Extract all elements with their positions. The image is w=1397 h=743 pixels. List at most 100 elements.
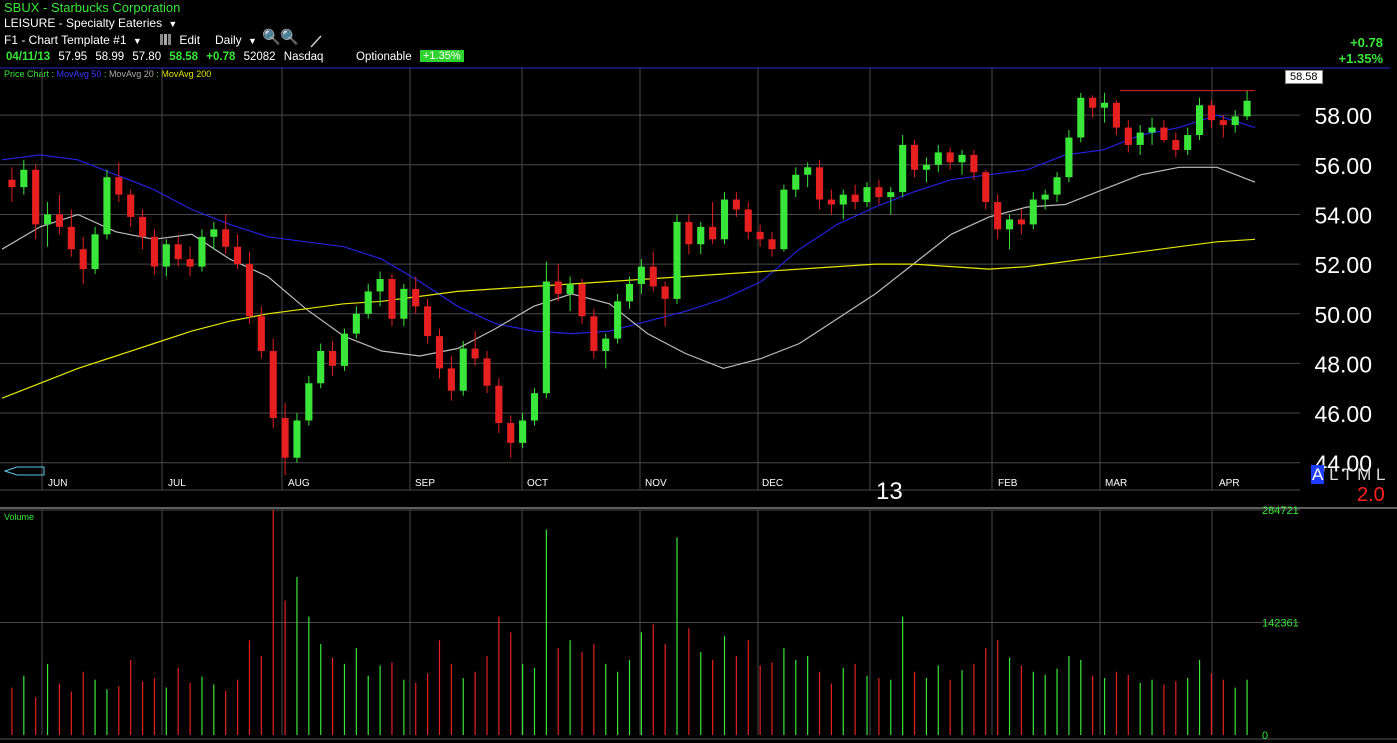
right-change: +0.78 [1350, 35, 1383, 50]
quote-date: 04/11/13 [6, 51, 51, 63]
candle-body [970, 154, 978, 173]
candle-body [483, 358, 491, 386]
template-dropdown[interactable]: F1 - Chart Template #1 ▼ [4, 33, 142, 48]
candle-body [720, 199, 729, 240]
candle-body [139, 216, 147, 237]
candle-body [222, 229, 230, 247]
candle-body [530, 393, 539, 421]
candle-body [649, 266, 657, 287]
x-tick-label: FEB [998, 478, 1018, 489]
candle-body [768, 239, 776, 250]
zoom-out-icon[interactable]: 🔍 [280, 29, 299, 46]
candle-body [1148, 127, 1156, 133]
sector-dropdown[interactable]: LEISURE - Specialty Eateries ▼ [4, 16, 177, 31]
candle-body [1053, 177, 1061, 195]
candle-body [424, 306, 432, 337]
draw-line-icon[interactable] [309, 34, 323, 48]
chevron-down-icon: ▼ [132, 36, 142, 46]
candle-body [542, 281, 550, 394]
candle-body [792, 174, 800, 190]
candle-body [519, 420, 527, 443]
candle-body [329, 350, 337, 366]
altml-a: A [1311, 465, 1325, 484]
candle-body [269, 350, 277, 419]
y-tick-label: 52.00 [1314, 252, 1372, 278]
candle-body [20, 169, 28, 188]
candle-body [1089, 97, 1097, 108]
legend-price-chart: Price Chart : [4, 69, 55, 79]
candle-body [115, 177, 123, 195]
period-dropdown[interactable]: Daily ▼ [215, 33, 257, 48]
edit-button[interactable]: Edit [160, 33, 200, 47]
quote-last: 58.58 [169, 51, 199, 63]
candle-body [1160, 127, 1168, 140]
volume-tick-label: 284721 [1262, 505, 1299, 517]
candle-body [55, 214, 64, 227]
x-tick-label: AUG [288, 478, 310, 489]
candle-body [79, 249, 87, 270]
bar-chart-icon [160, 34, 172, 45]
candle-body [744, 209, 752, 232]
candle-body [1231, 116, 1239, 126]
candle-body [1065, 137, 1073, 178]
candle-body [174, 244, 182, 260]
legend-sep-1: : [103, 69, 107, 79]
y-tick-label: 56.00 [1314, 153, 1372, 179]
candle-body [922, 164, 930, 170]
candle-body [1136, 132, 1144, 145]
candle-body [305, 383, 313, 421]
candle-body [1017, 219, 1025, 225]
altml-rest: L T M L [1329, 465, 1386, 484]
candle-body [186, 259, 194, 267]
axis-labels: 58.00 56.00 54.00 52.00 50.00 48.00 46.00 44.00… [48, 103, 1372, 742]
candle-body [1029, 199, 1037, 225]
candle-body [899, 144, 907, 193]
candle-body [1172, 139, 1180, 150]
template-label: F1 - Chart Template #1 [4, 33, 127, 47]
volume-tick-label: 142361 [1262, 617, 1299, 629]
candle-body [44, 214, 52, 225]
chart-legend: Price Chart : MovAvg 50 : MovAvg 20 : Mo… [4, 69, 211, 79]
candle-body [91, 234, 99, 270]
candle-body [780, 189, 788, 250]
candle-body [198, 236, 206, 267]
candle-body [376, 279, 384, 292]
candle-body [447, 368, 455, 391]
quote-open: 57.95 [58, 51, 88, 63]
candle-body [851, 194, 859, 203]
candle-body [934, 152, 942, 165]
candle-body [317, 350, 325, 384]
candle-body [459, 348, 467, 391]
moving-average-lines [1, 114, 1256, 399]
candle-body [982, 172, 990, 203]
candle-body [697, 226, 705, 245]
series-line [1, 114, 1256, 335]
candle-body [67, 226, 75, 250]
x-tick-label: APR [1219, 478, 1240, 489]
x-tick-label: OCT [527, 478, 548, 489]
candle-body [756, 231, 764, 240]
candle-body [162, 244, 170, 267]
legend-ma50: MovAvg 50 [56, 69, 102, 79]
candle-body [435, 336, 444, 369]
candle-body [732, 199, 740, 210]
candle-body [507, 422, 515, 443]
x-tick-label: DEC [762, 478, 783, 489]
candle-body [602, 338, 610, 351]
candle-body [827, 199, 835, 205]
zoom-in-icon[interactable]: 🔍 [262, 29, 281, 46]
altml-indicator[interactable]: A L T M L [1311, 465, 1385, 485]
scroll-handle[interactable] [3, 463, 46, 479]
candle-body [946, 152, 954, 163]
candle-body [863, 187, 871, 203]
candle-body [150, 236, 159, 267]
candle-body [910, 144, 919, 170]
quote-low: 57.80 [132, 51, 162, 63]
candle-body [685, 221, 693, 245]
quote-high: 58.99 [95, 51, 125, 63]
candle-body [1100, 102, 1109, 108]
candle-body [887, 192, 895, 198]
volume-bars [11, 510, 1248, 735]
candle-body [103, 177, 111, 235]
